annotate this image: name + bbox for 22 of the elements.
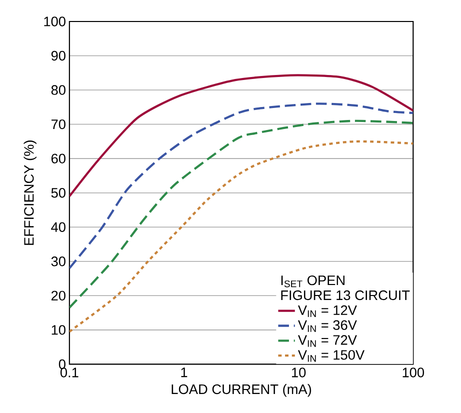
legend-label: V$_{IN}$ = 72V (298, 335, 357, 347)
x-tick-label: 1 (181, 368, 188, 378)
x-axis-title: LOAD CURRENT (mA) (172, 384, 312, 397)
y-tick-label: 20 (51, 290, 66, 300)
y-tick-label: 50 (51, 188, 66, 198)
annotation: FIGURE 13 CIRCUIT (281, 290, 410, 300)
x-tick-label: 10 (292, 368, 306, 378)
y-tick-label: 90 (51, 50, 66, 61)
x-tick-label: 0.1 (60, 368, 78, 378)
y-tick-label: 40 (51, 222, 66, 232)
legend-label: V$_{IN}$ = 12V (298, 305, 357, 317)
y-tick-label: 30 (51, 256, 66, 266)
y-tick-label: 60 (51, 154, 66, 164)
y-axis-title: EFFICIENCY (%) (24, 140, 36, 245)
legend-label: V$_{IN}$ = 150V (298, 350, 365, 362)
y-tick-label: 10 (52, 325, 66, 335)
x-tick-label: 100 (402, 368, 424, 378)
legend-label: V$_{IN}$ = 36V (298, 320, 357, 332)
legend-title: I$_{SET}$ OPEN (281, 275, 344, 288)
y-tick-label: 70 (51, 119, 66, 130)
y-tick-label: 80 (51, 85, 66, 95)
y-tick-label: 100 (44, 16, 66, 26)
